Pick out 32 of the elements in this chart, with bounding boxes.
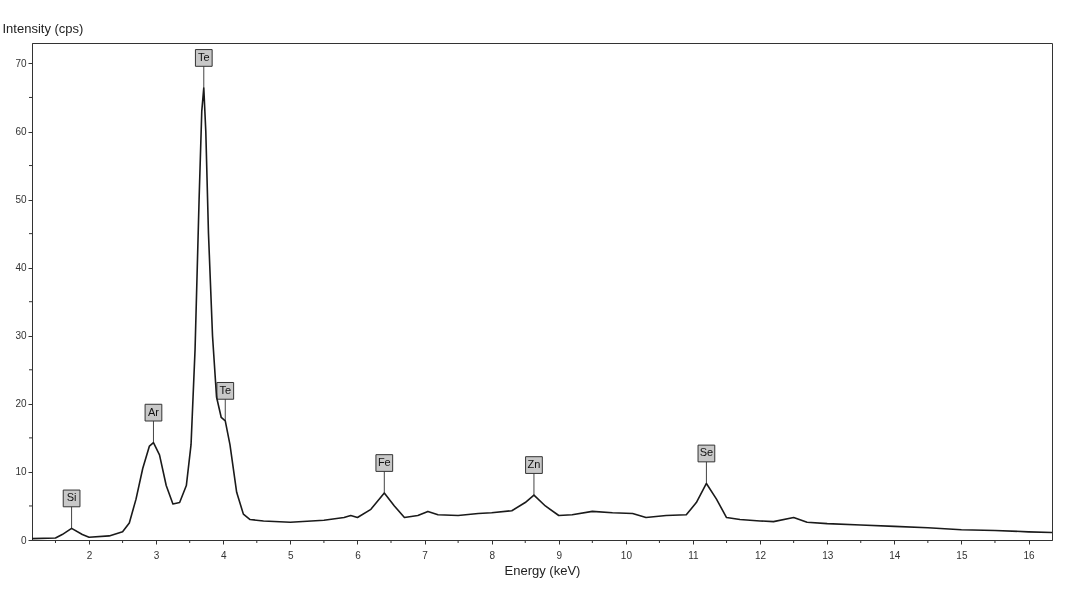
y-tick-label: 0 — [20, 534, 27, 546]
x-tick-label: 3 — [153, 549, 160, 561]
x-tick-label: 9 — [556, 549, 563, 561]
annotation: Si — [66, 491, 77, 504]
y-tick-label: 60 — [15, 126, 27, 138]
annotation: Se — [699, 446, 714, 459]
y-tick-label: 50 — [15, 194, 27, 206]
x-tick-label: 15 — [956, 549, 968, 561]
annotation: Te — [197, 50, 210, 63]
x-tick-label: 16 — [1023, 549, 1036, 561]
x-tick-label: 5 — [288, 549, 295, 561]
x-axis-title: Energy (keV) — [504, 562, 581, 578]
x-tick-label: 13 — [822, 549, 834, 561]
x-tick-label: 10 — [620, 549, 633, 561]
y-tick-label: 30 — [15, 330, 27, 342]
y-tick-label: 20 — [15, 398, 27, 410]
x-tick-label: 6 — [355, 549, 362, 561]
y-axis-title: Intensity (cps) — [2, 20, 84, 36]
x-tick-label: 11 — [688, 549, 700, 561]
y-tick-label: 10 — [15, 466, 27, 478]
annotation: Zn — [527, 458, 541, 471]
x-tick-label: 12 — [755, 549, 767, 561]
annotation: Ar — [147, 405, 160, 418]
x-tick-label: 7 — [422, 549, 429, 561]
annotation: Te — [219, 383, 232, 396]
x-tick-label: 14 — [889, 549, 901, 561]
y-tick-label: 70 — [15, 57, 27, 69]
x-tick-label: 4 — [220, 549, 227, 561]
annotation: Fe — [377, 456, 391, 469]
x-tick-label: 2 — [86, 549, 93, 561]
x-tick-label: 8 — [489, 549, 496, 561]
y-tick-label: 40 — [15, 262, 27, 274]
